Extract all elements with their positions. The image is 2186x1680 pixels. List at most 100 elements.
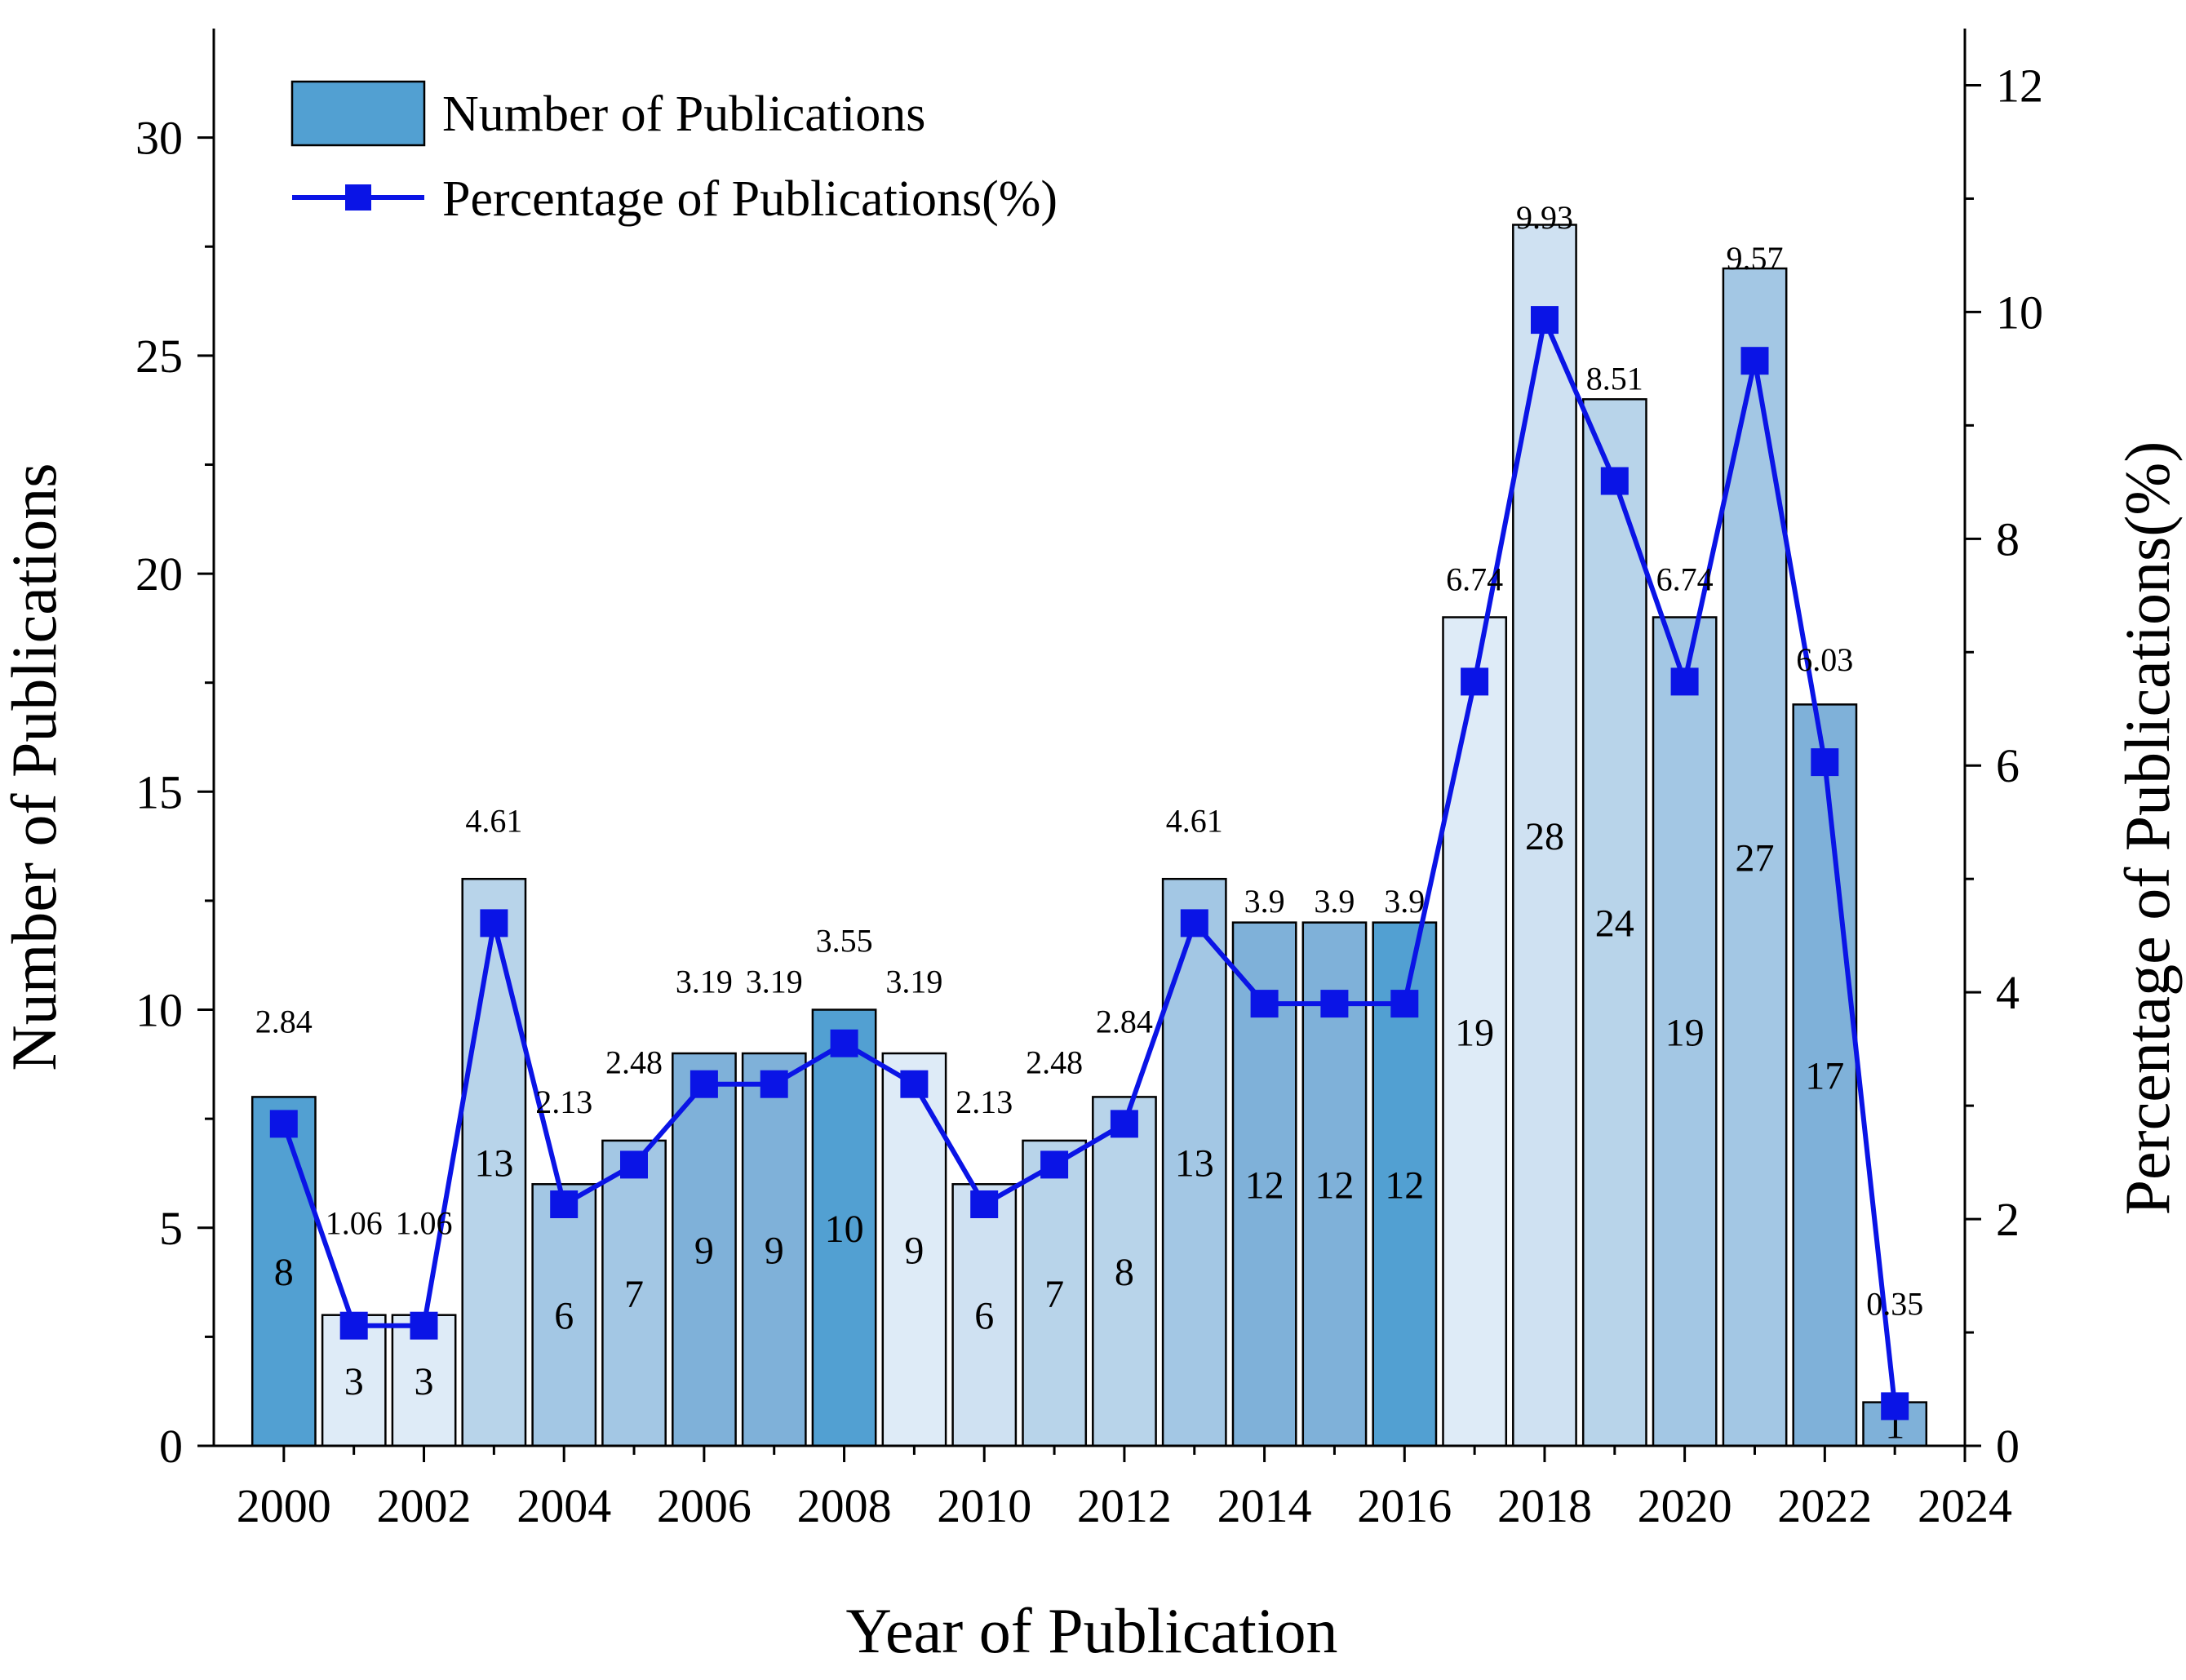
x-tick-label-2002: 2002	[377, 1479, 472, 1532]
percentage-marker-2006	[689, 1070, 718, 1098]
y-tick-label-0: 0	[159, 1420, 183, 1473]
percentage-label-2023: 0.35	[1866, 1285, 1923, 1322]
x-tick-label-2006: 2006	[657, 1479, 752, 1532]
percentage-label-2010: 2.13	[956, 1084, 1013, 1120]
percentage-label-2003: 4.61	[465, 802, 522, 839]
y-axis-title: Number of Publications	[0, 463, 69, 1071]
y2-tick-label-8: 8	[1996, 512, 2020, 565]
percentage-marker-2020	[1670, 667, 1699, 696]
x-tick-label-2008: 2008	[797, 1479, 892, 1532]
percentage-marker-2005	[620, 1150, 648, 1179]
percentage-marker-2002	[410, 1311, 438, 1340]
percentage-label-2019: 8.51	[1586, 361, 1643, 397]
y-tick-label-30: 30	[135, 112, 183, 165]
count-label-2010: 6	[974, 1295, 994, 1338]
x-tick-label-2016: 2016	[1357, 1479, 1452, 1532]
percentage-label-2000: 2.84	[255, 1003, 313, 1039]
bar-2019	[1581, 398, 1647, 1447]
count-label-2003: 13	[474, 1142, 513, 1186]
y2-tick-label-10: 10	[1996, 286, 2043, 339]
y-tick-label-25: 25	[135, 330, 183, 383]
x-tick-label-2024: 2024	[1918, 1479, 2012, 1532]
axes-layer: 2000 2002 2004 2006 2008 2 0 10 2012 2014 2016 2018…	[135, 29, 2043, 1532]
count-label-2014: 12	[1245, 1164, 1284, 1207]
x-tick-label-2012: 2012	[1077, 1479, 1172, 1532]
count-label-2020: 19	[1665, 1011, 1705, 1054]
percentage-label-2013: 4.61	[1166, 802, 1223, 839]
percentage-marker-2001	[339, 1311, 368, 1340]
bar-2011	[1022, 1139, 1088, 1447]
count-label-2017: 19	[1455, 1011, 1494, 1054]
count-label-2009: 9	[904, 1230, 924, 1273]
percentage-label-2007: 3.19	[746, 964, 803, 1000]
bar-2022	[1792, 703, 1858, 1447]
percentage-marker-2004	[550, 1190, 579, 1218]
x-tick-label-2018: 2018	[1497, 1479, 1592, 1532]
y2-axis-title: Percentage of Publications(%)	[2112, 441, 2183, 1216]
bar-2017	[1442, 616, 1508, 1447]
x-tick-label-2014: 2014	[1217, 1479, 1312, 1532]
count-label-2008: 10	[825, 1208, 864, 1251]
percentage-marker-2014	[1250, 990, 1279, 1018]
percentage-marker-2009	[900, 1070, 929, 1098]
percentage-marker-2008	[830, 1029, 858, 1057]
y2-tick-label-6: 6	[1996, 739, 2020, 792]
y2-tick-label-4: 4	[1996, 966, 2020, 1019]
bar-2000	[251, 1096, 317, 1447]
bar-2003	[461, 877, 527, 1447]
percentage-label-2014: 3.9	[1244, 883, 1285, 920]
percentage-label-2004: 2.13	[535, 1084, 592, 1120]
bar-2016	[1372, 921, 1438, 1447]
percentage-label-2020: 6.74	[1656, 561, 1714, 597]
percentage-marker-2015	[1320, 990, 1349, 1018]
percentage-marker-2012	[1110, 1110, 1138, 1138]
percentage-label-2002: 1.06	[396, 1205, 453, 1242]
percentage-label-2006: 3.19	[676, 964, 733, 1000]
count-label-2000: 8	[274, 1251, 294, 1294]
legend-bar-label: Number of Publications	[442, 86, 925, 142]
percentage-label-2011: 2.48	[1026, 1044, 1083, 1080]
percentage-marker-2007	[760, 1070, 788, 1098]
bar-2020	[1652, 616, 1718, 1447]
percentage-marker-2010	[970, 1190, 999, 1218]
x-tick-label-2004: 2004	[517, 1479, 611, 1532]
y2-tick-label-2: 2	[1996, 1193, 2020, 1246]
legend-line-label: Percentage of Publications(%)	[442, 171, 1058, 227]
percentage-label-2022: 6.03	[1796, 641, 1853, 678]
count-label-2005: 7	[624, 1273, 644, 1316]
y-tick-label-15: 15	[135, 765, 183, 818]
count-label-2019: 24	[1595, 902, 1634, 946]
pct-labels-layer: 2.84 1.06 1.06 4.61 2.13 2.48 3.19 3.19 3.55 3.19…	[255, 199, 1923, 1322]
count-label-2016: 12	[1385, 1164, 1424, 1207]
count-label-2006: 9	[694, 1230, 714, 1273]
count-label-2018: 28	[1525, 815, 1564, 858]
count-label-2007: 9	[765, 1230, 784, 1273]
percentage-label-2017: 6.74	[1446, 561, 1503, 597]
count-label-2002: 3	[415, 1360, 434, 1403]
x-tick-label-2020: 2020	[1638, 1479, 1732, 1532]
count-label-2015: 12	[1315, 1164, 1354, 1207]
y2-tick-label-0: 0	[1996, 1420, 2020, 1473]
legend: Number of Publications Percentage of Pub…	[290, 80, 1058, 227]
y2-tick-label-12: 12	[1996, 60, 2043, 113]
count-label-2001: 3	[344, 1360, 364, 1403]
percentage-label-2009: 3.19	[885, 964, 942, 1000]
percentage-marker-2016	[1390, 990, 1419, 1018]
percentage-marker-2021	[1740, 347, 1769, 375]
count-label-2012: 8	[1115, 1251, 1134, 1294]
percentage-line	[281, 317, 1898, 1407]
y-tick-label-5: 5	[159, 1202, 183, 1255]
percentage-label-2021: 9.57	[1727, 240, 1784, 277]
percentage-label-2008: 3.55	[816, 923, 873, 960]
y-tick-label-10: 10	[135, 984, 183, 1037]
bar-2013	[1161, 877, 1227, 1447]
percentage-marker-2011	[1040, 1150, 1069, 1179]
percentage-marker-2022	[1811, 748, 1839, 777]
percentage-marker-2017	[1461, 667, 1489, 696]
count-label-2013: 13	[1175, 1142, 1214, 1186]
x-tick-label-2000: 2000	[237, 1479, 331, 1532]
x-axis-title: Year of Publication	[845, 1595, 1337, 1666]
percentage-marker-2019	[1600, 467, 1629, 495]
count-label-2004: 6	[554, 1295, 574, 1338]
